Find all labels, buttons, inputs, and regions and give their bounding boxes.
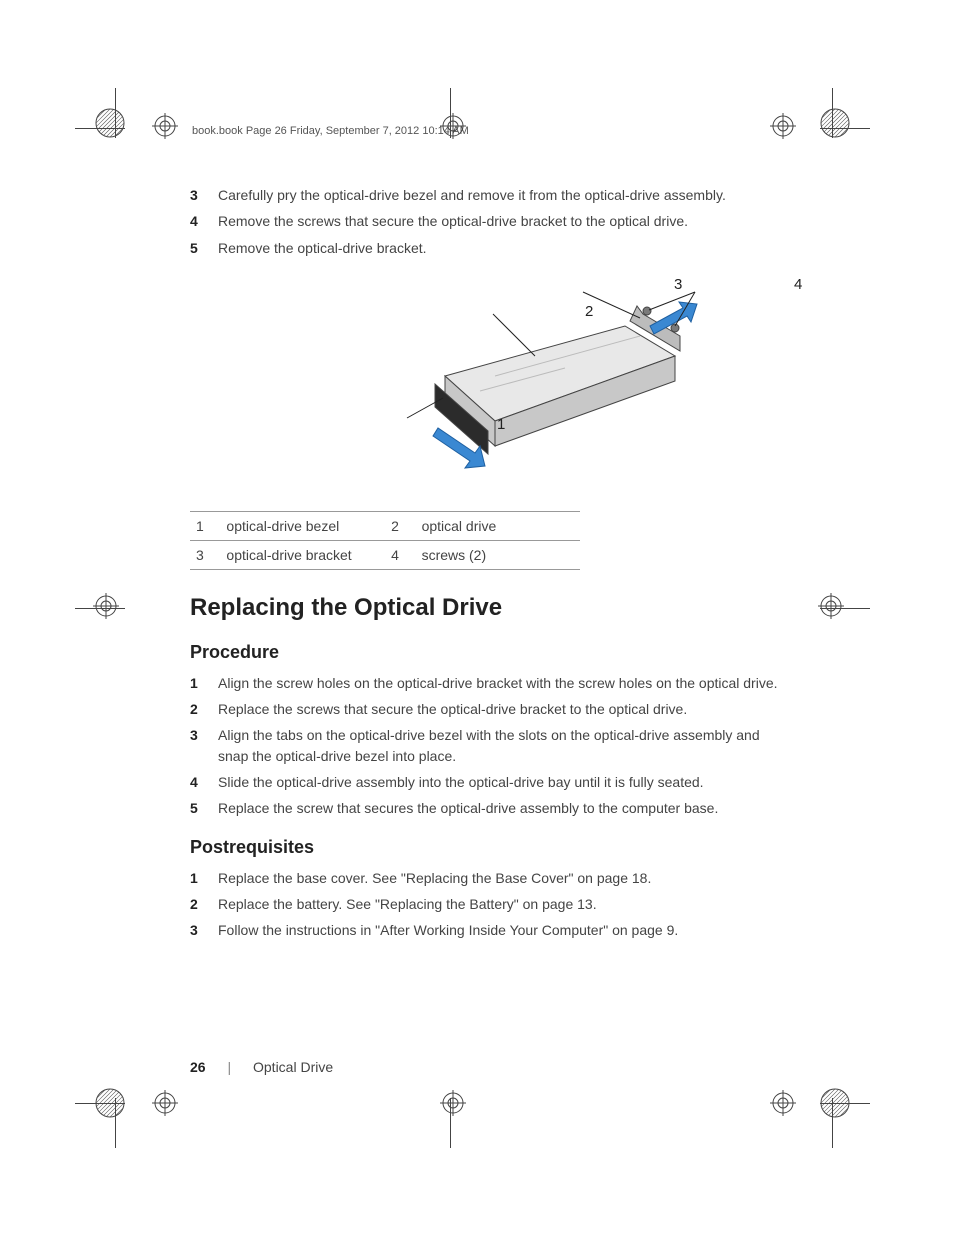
- crop-rule: [75, 128, 125, 129]
- step-text: Replace the screw that secures the optic…: [218, 798, 718, 818]
- legend-cell: 1: [190, 511, 220, 540]
- registration-target-icon: [440, 1090, 466, 1116]
- step-text: Replace the battery. See "Replacing the …: [218, 894, 597, 914]
- legend-row: 3optical-drive bracket4screws (2): [190, 540, 580, 569]
- list-item: 5Remove the optical-drive bracket.: [190, 238, 780, 258]
- callout-2: 2: [585, 303, 593, 320]
- step-number: 4: [190, 772, 218, 792]
- list-item: 2Replace the screws that secure the opti…: [190, 699, 780, 719]
- step-text: Follow the instructions in "After Workin…: [218, 920, 678, 940]
- print-header: book.book Page 26 Friday, September 7, 2…: [192, 125, 469, 137]
- registration-target-icon: [93, 593, 119, 619]
- registration-target-icon: [770, 113, 796, 139]
- legend-cell: optical-drive bracket: [220, 540, 385, 569]
- crop-rule: [115, 1098, 116, 1148]
- list-item: 3Follow the instructions in "After Worki…: [190, 920, 780, 940]
- legend-cell: 2: [385, 511, 415, 540]
- step-number: 3: [190, 725, 218, 766]
- chapter-name: Optical Drive: [253, 1059, 333, 1075]
- registration-target-icon: [770, 1090, 796, 1116]
- step-number: 1: [190, 868, 218, 888]
- crop-rule: [75, 1103, 125, 1104]
- crop-rule: [832, 88, 833, 138]
- step-text: Slide the optical-drive assembly into th…: [218, 772, 704, 792]
- page-content: 3Carefully pry the optical-drive bezel a…: [190, 185, 780, 959]
- list-item: 3Carefully pry the optical-drive bezel a…: [190, 185, 780, 205]
- list-item: 4Slide the optical-drive assembly into t…: [190, 772, 780, 792]
- step-text: Align the tabs on the optical-drive beze…: [218, 725, 780, 766]
- callout-4: 4: [794, 276, 802, 293]
- step-number: 1: [190, 673, 218, 693]
- registration-target-icon: [152, 1090, 178, 1116]
- step-text: Align the screw holes on the optical-dri…: [218, 673, 778, 693]
- registration-target-icon: [152, 113, 178, 139]
- postrequisites-steps-list: 1Replace the base cover. See "Replacing …: [190, 868, 780, 941]
- page-footer: 26 | Optical Drive: [190, 1059, 333, 1075]
- list-item: 1Replace the base cover. See "Replacing …: [190, 868, 780, 888]
- legend-cell: 3: [190, 540, 220, 569]
- crop-rule: [75, 608, 125, 609]
- optical-drive-svg: [385, 286, 705, 501]
- page-number: 26: [190, 1059, 206, 1075]
- legend-cell: optical drive: [416, 511, 580, 540]
- legend-cell: optical-drive bezel: [220, 511, 385, 540]
- hatched-circle-icon: [820, 108, 850, 138]
- hatched-circle-icon: [95, 108, 125, 138]
- step-number: 2: [190, 894, 218, 914]
- removal-steps-list: 3Carefully pry the optical-drive bezel a…: [190, 185, 780, 258]
- procedure-heading: Procedure: [190, 642, 780, 663]
- registration-target-icon: [818, 593, 844, 619]
- crop-rule: [820, 128, 870, 129]
- legend-cell: 4: [385, 540, 415, 569]
- step-number: 5: [190, 798, 218, 818]
- postrequisites-heading: Postrequisites: [190, 837, 780, 858]
- legend-row: 1optical-drive bezel2optical drive: [190, 511, 580, 540]
- step-number: 4: [190, 211, 218, 231]
- list-item: 5Replace the screw that secures the opti…: [190, 798, 780, 818]
- footer-separator: |: [227, 1059, 231, 1075]
- diagram-legend: 1optical-drive bezel2optical drive3optic…: [190, 511, 580, 570]
- callout-3: 3: [674, 276, 682, 293]
- legend-cell: screws (2): [416, 540, 580, 569]
- step-number: 2: [190, 699, 218, 719]
- list-item: 4Remove the screws that secure the optic…: [190, 211, 780, 231]
- section-heading: Replacing the Optical Drive: [190, 594, 780, 622]
- crop-rule: [450, 1098, 451, 1148]
- crop-rule: [832, 1098, 833, 1148]
- step-text: Replace the screws that secure the optic…: [218, 699, 687, 719]
- list-item: 1Align the screw holes on the optical-dr…: [190, 673, 780, 693]
- crop-rule: [820, 1103, 870, 1104]
- list-item: 2Replace the battery. See "Replacing the…: [190, 894, 780, 914]
- crop-rule: [450, 88, 451, 138]
- step-text: Remove the optical-drive bracket.: [218, 238, 427, 258]
- step-number: 3: [190, 920, 218, 940]
- step-text: Replace the base cover. See "Replacing t…: [218, 868, 651, 888]
- crop-rule: [820, 608, 870, 609]
- callout-1: 1: [497, 416, 505, 433]
- procedure-steps-list: 1Align the screw holes on the optical-dr…: [190, 673, 780, 819]
- step-text: Remove the screws that secure the optica…: [218, 211, 688, 231]
- optical-drive-diagram: 1 2 3 4: [190, 276, 780, 501]
- step-text: Carefully pry the optical-drive bezel an…: [218, 185, 726, 205]
- list-item: 3Align the tabs on the optical-drive bez…: [190, 725, 780, 766]
- crop-rule: [115, 88, 116, 138]
- step-number: 3: [190, 185, 218, 205]
- step-number: 5: [190, 238, 218, 258]
